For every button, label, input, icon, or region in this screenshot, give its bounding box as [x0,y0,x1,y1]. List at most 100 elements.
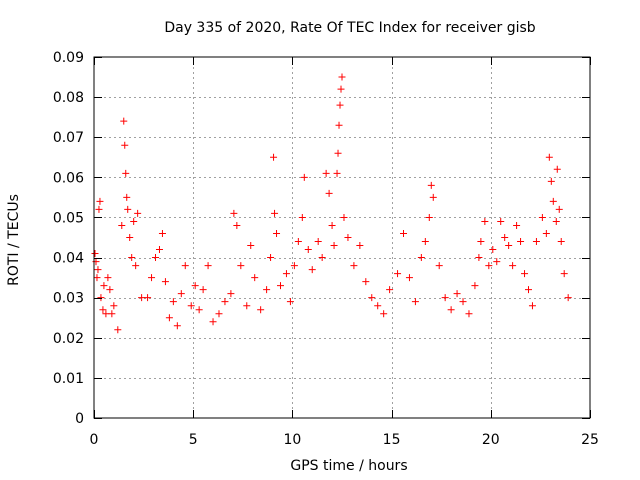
data-point [465,310,473,318]
data-point [191,282,199,290]
data-point [106,286,114,294]
data-point [542,229,550,237]
data-point [435,262,443,270]
data-point [187,302,195,310]
scatter-points [91,73,572,334]
data-point [333,169,341,177]
data-point [340,213,348,221]
data-point [97,294,105,302]
data-point [485,262,493,270]
data-point [134,209,142,217]
data-point [545,153,553,161]
y-tick-label: 0.05 [53,210,84,226]
data-point [481,217,489,225]
data-point [417,254,425,262]
data-point [165,314,173,322]
data-point [350,262,358,270]
y-tick-label: 0.02 [53,331,84,347]
data-point [338,73,346,81]
data-point [517,238,525,246]
data-point [99,306,107,314]
data-point [400,229,408,237]
data-point [93,274,101,282]
data-point [247,242,255,250]
y-tick-label: 0.04 [53,251,84,267]
data-point [314,238,322,246]
data-point [126,234,134,241]
y-axis-label: ROTI / TECUs [6,194,22,286]
data-point [300,173,308,181]
y-tick-label: 0.03 [53,291,84,307]
data-point [528,302,536,310]
plot-frame [93,56,591,419]
data-point [199,286,207,294]
x-tick-label: 0 [90,432,99,448]
data-point [553,165,561,173]
y-tick-label: 0.07 [53,130,84,146]
x-tick-label: 10 [283,432,301,448]
axis-ticks [94,57,591,419]
data-point [263,286,271,294]
data-point [374,302,382,310]
data-point [441,294,449,302]
data-point [328,221,336,229]
data-point [538,213,546,221]
data-point [493,258,501,266]
data-point [102,310,110,318]
data-point [298,213,306,221]
data-point [368,294,376,302]
data-point [459,298,467,306]
chart-title: Day 335 of 2020, Rate Of TEC Index for r… [164,20,535,36]
data-point [152,254,160,262]
data-point [564,294,572,302]
x-tick-label: 5 [189,432,198,448]
data-point [195,306,203,314]
data-point [215,310,223,318]
data-point [122,169,130,177]
data-point [336,101,344,109]
data-point [237,262,245,270]
data-point [104,274,112,282]
data-point [427,181,435,189]
y-tick-labels: 0 0.01 0.02 0.03 0.04 0.05 0.06 0.07 0.08 0.09 [53,50,84,427]
data-point [380,310,388,318]
data-point [505,242,513,250]
data-point [123,193,131,201]
y-tick-label: 0 [75,411,84,427]
data-point [325,189,333,197]
data-point [425,213,433,221]
data-point [362,278,370,286]
data-point [276,282,284,290]
data-point [290,262,298,270]
data-point [118,221,126,229]
data-point [286,298,294,306]
data-point [497,217,505,225]
data-point [322,169,330,177]
data-point [161,278,169,286]
data-point [114,326,122,334]
data-point [96,197,104,205]
data-point [273,229,281,237]
data-point [158,229,166,237]
data-point [555,205,563,213]
data-point [509,262,517,270]
data-point [251,274,259,282]
data-point [294,238,302,246]
y-tick-label: 0.01 [53,371,84,387]
data-point [344,234,352,241]
x-tick-label: 15 [383,432,401,448]
data-point [521,270,529,278]
data-point [411,298,419,306]
data-point [477,238,485,246]
data-point [489,246,497,254]
data-point [121,141,129,149]
data-point [547,177,555,185]
data-point [386,286,394,294]
data-point [169,298,177,306]
data-point [221,298,229,306]
data-point [128,254,136,262]
data-point [447,306,455,314]
data-point [270,153,278,161]
data-point [243,302,251,310]
data-point [130,217,138,225]
